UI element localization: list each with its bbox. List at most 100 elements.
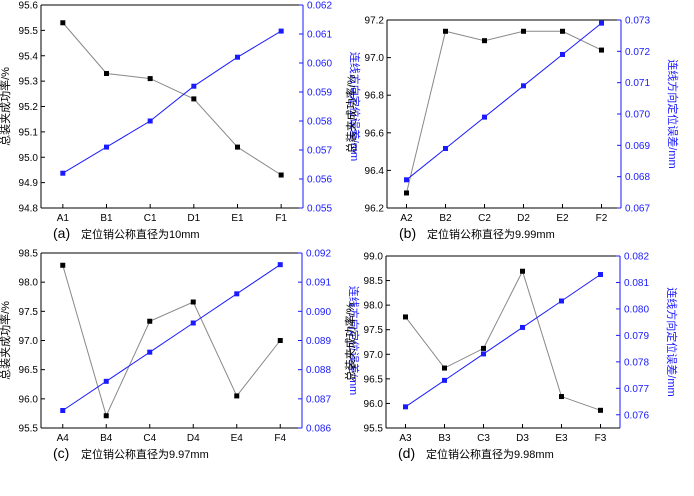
data-point-positioning-error bbox=[147, 118, 153, 124]
data-point-success-rate bbox=[521, 28, 526, 34]
x-tick-label: A3 bbox=[399, 433, 412, 444]
data-point-positioning-error bbox=[277, 262, 283, 268]
x-tick-label: D1 bbox=[187, 213, 200, 224]
y-left-tick-label: 96.6 bbox=[365, 128, 385, 139]
x-tick-label: C3 bbox=[477, 433, 490, 444]
data-point-success-rate bbox=[191, 96, 197, 102]
y-left-tick-label: 94.9 bbox=[19, 178, 39, 189]
y-left-tick-label: 95.5 bbox=[19, 26, 39, 37]
y-left-axis-title: 总装夹成功率/% bbox=[0, 67, 12, 146]
y-right-tick-label: 0.071 bbox=[625, 78, 650, 89]
y-left-tick-label: 98.5 bbox=[364, 276, 384, 287]
x-tick-label: A2 bbox=[400, 213, 413, 224]
data-point-success-rate bbox=[147, 76, 153, 82]
series-line-positioning-error bbox=[62, 30, 282, 174]
y-left-axis-title: 总装夹成功率/% bbox=[0, 301, 12, 380]
data-point-success-rate bbox=[190, 299, 196, 305]
data-point-success-rate bbox=[234, 393, 240, 399]
data-point-success-rate bbox=[442, 365, 447, 371]
data-point-success-rate bbox=[520, 268, 525, 274]
series-line-success-rate bbox=[405, 269, 601, 411]
series-line-success-rate bbox=[406, 30, 602, 194]
y-right-tick-label: 0.060 bbox=[307, 59, 332, 70]
data-point-positioning-error bbox=[560, 51, 565, 57]
data-point-positioning-error bbox=[234, 291, 240, 297]
y-right-tick-label: 0.079 bbox=[624, 331, 649, 342]
data-point-success-rate bbox=[60, 20, 66, 26]
panel-caption: 定位销公称直径为9.97mm bbox=[81, 447, 209, 461]
y-left-tick-label: 95.1 bbox=[19, 127, 39, 138]
y-right-tick-label: 0.058 bbox=[307, 117, 332, 128]
y-left-tick-label: 95.5 bbox=[19, 424, 39, 435]
y-left-tick-label: 98.0 bbox=[364, 301, 384, 312]
data-point-success-rate bbox=[235, 144, 240, 150]
y-left-tick-label: 96.8 bbox=[365, 91, 385, 102]
x-tick-label: A1 bbox=[57, 213, 70, 224]
data-point-positioning-error bbox=[481, 351, 486, 357]
y-left-tick-label: 95.5 bbox=[364, 424, 384, 435]
y-right-tick-label: 0.091 bbox=[306, 278, 331, 289]
y-left-tick-label: 95.2 bbox=[19, 102, 39, 113]
y-left-tick-label: 97.0 bbox=[365, 53, 385, 64]
y-right-tick-label: 0.057 bbox=[307, 146, 332, 157]
x-tick-label: F4 bbox=[274, 433, 286, 444]
y-left-axis-title: 总装夹成功率/% bbox=[344, 74, 358, 153]
y-right-tick-label: 0.073 bbox=[625, 16, 650, 27]
y-left-tick-label: 99.0 bbox=[364, 252, 384, 263]
chart-panel-1: 94.8 94.9 95.0 95.1 95.2 95.3 95.4 95.5 95.6 0.05… bbox=[0, 1, 362, 242]
y-left-tick-label: 95.0 bbox=[19, 153, 39, 164]
y-right-tick-label: 0.087 bbox=[306, 394, 331, 405]
x-tick-label: E4 bbox=[231, 433, 244, 444]
data-point-positioning-error bbox=[559, 298, 564, 304]
data-point-success-rate bbox=[404, 190, 409, 196]
data-point-positioning-error bbox=[599, 20, 604, 26]
x-tick-label: F1 bbox=[275, 213, 287, 224]
y-left-tick-label: 97.0 bbox=[19, 336, 39, 347]
panel-label: (c) bbox=[53, 445, 69, 461]
x-tick-label: D2 bbox=[517, 213, 530, 224]
y-left-tick-label: 96.5 bbox=[364, 374, 384, 385]
series-line-success-rate bbox=[62, 22, 282, 176]
data-point-positioning-error bbox=[104, 144, 109, 150]
data-point-success-rate bbox=[443, 28, 448, 34]
y-left-tick-label: 96.5 bbox=[19, 365, 39, 376]
y-left-tick-label: 96.4 bbox=[365, 166, 385, 177]
y-right-tick-label: 0.082 bbox=[624, 252, 649, 263]
data-point-success-rate bbox=[147, 318, 153, 324]
x-tick-label: C4 bbox=[143, 433, 156, 444]
y-right-tick-label: 0.061 bbox=[307, 30, 332, 41]
panel-caption: 定位销公称直径为10mm bbox=[81, 227, 200, 241]
data-point-positioning-error bbox=[235, 54, 240, 60]
y-left-tick-label: 97.2 bbox=[365, 16, 385, 27]
y-right-tick-label: 0.086 bbox=[306, 424, 331, 435]
series-line-positioning-error bbox=[405, 274, 601, 408]
x-tick-label: B3 bbox=[438, 433, 451, 444]
x-tick-label: D3 bbox=[516, 433, 529, 444]
data-point-positioning-error bbox=[60, 170, 66, 176]
x-tick-label: B4 bbox=[100, 433, 113, 444]
data-point-success-rate bbox=[599, 47, 604, 53]
data-point-positioning-error bbox=[60, 408, 66, 413]
y-left-tick-label: 96.0 bbox=[19, 394, 39, 405]
y-right-tick-label: 0.078 bbox=[624, 357, 649, 368]
x-tick-label: E2 bbox=[556, 213, 569, 224]
data-point-success-rate bbox=[60, 262, 66, 268]
y-left-tick-label: 97.5 bbox=[364, 325, 384, 336]
data-point-positioning-error bbox=[403, 404, 408, 410]
y-right-tick-label: 0.069 bbox=[625, 141, 650, 152]
data-point-positioning-error bbox=[147, 349, 153, 355]
panel-label: (b) bbox=[399, 225, 416, 241]
data-point-positioning-error bbox=[520, 324, 525, 330]
x-tick-label: B2 bbox=[439, 213, 452, 224]
x-tick-label: F3 bbox=[595, 433, 607, 444]
data-point-success-rate bbox=[598, 407, 603, 413]
data-point-success-rate bbox=[277, 338, 283, 343]
panel-caption: 定位销公称直径为9.98mm bbox=[426, 447, 554, 461]
y-left-tick-label: 95.6 bbox=[19, 1, 39, 12]
data-point-success-rate bbox=[482, 38, 487, 44]
y-right-tick-label: 0.080 bbox=[624, 304, 649, 315]
y-right-tick-label: 0.090 bbox=[306, 307, 331, 318]
panel-caption: 定位销公称直径为9.99mm bbox=[427, 227, 555, 241]
series-line-positioning-error bbox=[406, 22, 602, 181]
y-right-tick-label: 0.092 bbox=[306, 249, 331, 260]
